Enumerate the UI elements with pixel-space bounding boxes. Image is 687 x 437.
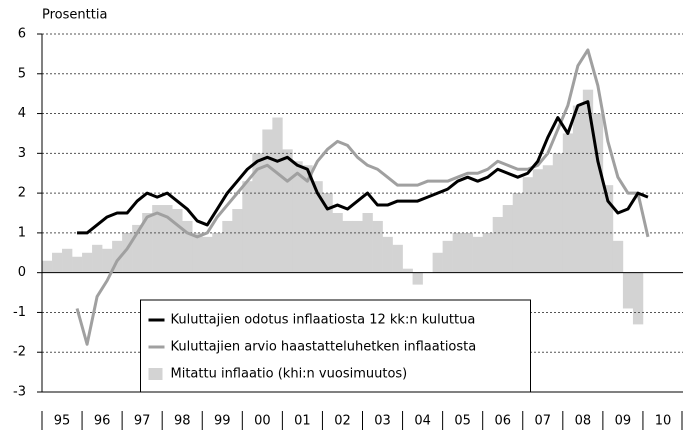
y-tick-label: 4 [18,106,26,121]
bar [382,236,393,273]
x-tick-label: 07 [535,414,552,429]
bar [572,105,584,273]
bar [432,252,443,273]
bar [372,220,383,273]
bar [262,129,273,273]
bar [282,149,293,273]
bar [272,117,283,273]
bar [392,244,403,273]
bar [112,240,123,273]
bar [62,248,73,273]
bar [502,205,514,273]
y-tick-label: -2 [13,345,26,360]
bar [82,252,93,273]
bar [612,240,624,273]
bar [582,89,594,273]
y-tick-label: 3 [18,146,26,161]
x-tick-label: 06 [494,414,511,429]
bar [42,260,53,273]
bar [542,165,554,273]
y-tick-label: -3 [13,385,26,400]
x-tick-label: 04 [414,414,431,429]
x-tick-label: 95 [54,414,71,429]
x-tick-label: 99 [214,414,231,429]
bar [152,205,163,273]
bar [472,236,483,273]
bar [622,272,634,309]
bar [162,205,173,273]
bar [292,161,303,273]
x-tick-label: 98 [174,414,191,429]
bar [522,177,534,273]
bar [562,133,574,273]
bar [552,153,564,273]
legend-label: Mitattu inflaatio (khi:n vuosimuutos) [171,367,408,382]
y-tick-label: 0 [18,265,26,280]
bar [252,153,263,273]
x-tick-label: 10 [655,414,672,429]
legend-label: Kuluttajien odotus inflaatiosta 12 kk:n … [171,313,476,328]
bar [602,185,614,273]
bar [92,244,103,273]
bar [632,272,644,325]
y-tick-label: 5 [18,66,26,81]
y-tick-label: 1 [18,225,26,240]
bar [442,240,453,273]
legend-swatch [148,368,163,380]
bar [242,181,253,273]
y-axis-label: Prosenttia [42,8,107,23]
bar [202,236,213,273]
bar [532,169,544,273]
bar [462,232,473,273]
bar [122,232,133,273]
bar [72,256,83,273]
bar [412,272,423,285]
x-tick-label: 05 [454,414,471,429]
bar [172,209,183,273]
line [77,100,649,235]
bar [362,213,373,273]
x-tick-label: 02 [334,414,351,429]
x-tick-label: 00 [254,414,271,429]
bar [312,181,323,273]
lines [75,48,650,346]
bar [52,252,63,273]
bar [482,232,494,273]
y-tick-label: 2 [18,186,26,201]
bar [192,232,203,273]
y-tick-label: -1 [13,305,26,320]
bar [332,213,343,273]
x-tick-label: 96 [94,414,111,429]
x-tick-label: 01 [294,414,311,429]
bar [102,248,113,273]
bar [402,268,413,273]
x-tick-label: 97 [134,414,151,429]
x-tick-label: 09 [615,414,632,429]
bar [352,220,363,273]
bar [132,224,143,273]
y-tick-label: 6 [18,27,26,42]
bar [512,193,524,273]
x-tick-label: 03 [374,414,391,429]
bar [182,220,193,273]
bar [212,232,223,273]
bar [142,213,153,273]
legend-label: Kuluttajien arvio haastatteluhetken infl… [171,340,477,355]
bar [342,220,353,273]
line [75,48,650,346]
bar [492,216,504,273]
bar [452,232,463,273]
x-tick-label: 08 [575,414,592,429]
bar [222,220,233,273]
legend-box [140,299,531,393]
bar [232,209,243,273]
bar [302,165,313,273]
